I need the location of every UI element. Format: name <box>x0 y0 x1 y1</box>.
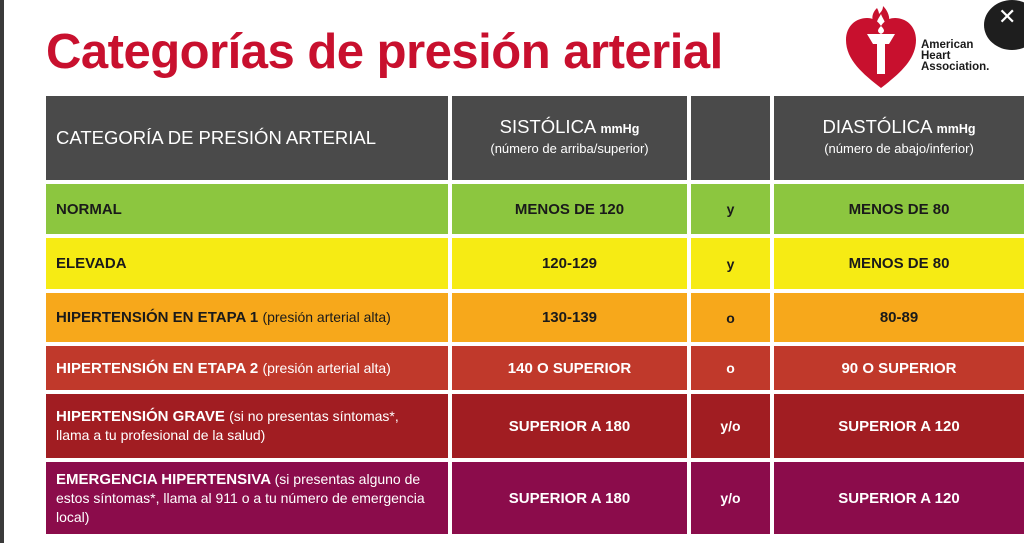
table-row: HIPERTENSIÓN EN ETAPA 1 (presión arteria… <box>46 293 1024 342</box>
header-conjunction <box>691 96 770 180</box>
row-diastolic: 80-89 <box>774 293 1024 342</box>
row-systolic: SUPERIOR A 180 <box>452 462 687 534</box>
row-systolic: SUPERIOR A 180 <box>452 394 687 458</box>
row-category: HIPERTENSIÓN EN ETAPA 2 (presión arteria… <box>46 346 448 390</box>
row-category: ELEVADA <box>46 238 448 289</box>
row-conjunction: y/o <box>691 394 770 458</box>
page-title: Categorías de presión arterial <box>46 25 723 79</box>
aha-logo: American Heart Association. <box>843 4 1023 90</box>
row-systolic: 140 O SUPERIOR <box>452 346 687 390</box>
row-diastolic: SUPERIOR A 120 <box>774 394 1024 458</box>
heart-torch-icon <box>846 6 916 88</box>
window-edge <box>0 0 4 543</box>
logo-line-3: Association. <box>921 61 990 73</box>
header-category: CATEGORÍA DE PRESIÓN ARTERIAL <box>46 96 448 180</box>
table-row: ELEVADA 120-129 y MENOS DE 80 <box>46 238 1024 289</box>
row-systolic: 130-139 <box>452 293 687 342</box>
row-category: HIPERTENSIÓN EN ETAPA 1 (presión arteria… <box>46 293 448 342</box>
row-category: NORMAL <box>46 184 448 234</box>
logo-line-1: American <box>921 39 974 51</box>
row-diastolic: SUPERIOR A 120 <box>774 462 1024 534</box>
table-row: HIPERTENSIÓN GRAVE (si no presentas sínt… <box>46 394 1024 458</box>
close-button[interactable] <box>984 0 1024 50</box>
logo-wordmark: American Heart Association. <box>921 39 990 73</box>
row-conjunction: y/o <box>691 462 770 534</box>
table-row: HIPERTENSIÓN EN ETAPA 2 (presión arteria… <box>46 346 1024 390</box>
table-row: EMERGENCIA HIPERTENSIVA (si presentas al… <box>46 462 1024 534</box>
row-conjunction: o <box>691 293 770 342</box>
logo-line-2: Heart <box>921 50 951 62</box>
row-diastolic: MENOS DE 80 <box>774 184 1024 234</box>
header-systolic: SISTÓLICA mmHg (número de arriba/superio… <box>452 96 687 180</box>
row-category: HIPERTENSIÓN GRAVE (si no presentas sínt… <box>46 394 448 458</box>
row-conjunction: y <box>691 184 770 234</box>
table-header: CATEGORÍA DE PRESIÓN ARTERIAL SISTÓLICA … <box>46 96 1024 180</box>
header-diastolic: DIASTÓLICA mmHg (número de abajo/inferio… <box>774 96 1024 180</box>
row-conjunction: o <box>691 346 770 390</box>
row-conjunction: y <box>691 238 770 289</box>
row-systolic: 120-129 <box>452 238 687 289</box>
table-row: NORMAL MENOS DE 120 y MENOS DE 80 <box>46 184 1024 234</box>
close-icon[interactable]: ✕ <box>998 4 1017 29</box>
row-systolic: MENOS DE 120 <box>452 184 687 234</box>
row-category: EMERGENCIA HIPERTENSIVA (si presentas al… <box>46 462 448 534</box>
row-diastolic: MENOS DE 80 <box>774 238 1024 289</box>
row-diastolic: 90 O SUPERIOR <box>774 346 1024 390</box>
